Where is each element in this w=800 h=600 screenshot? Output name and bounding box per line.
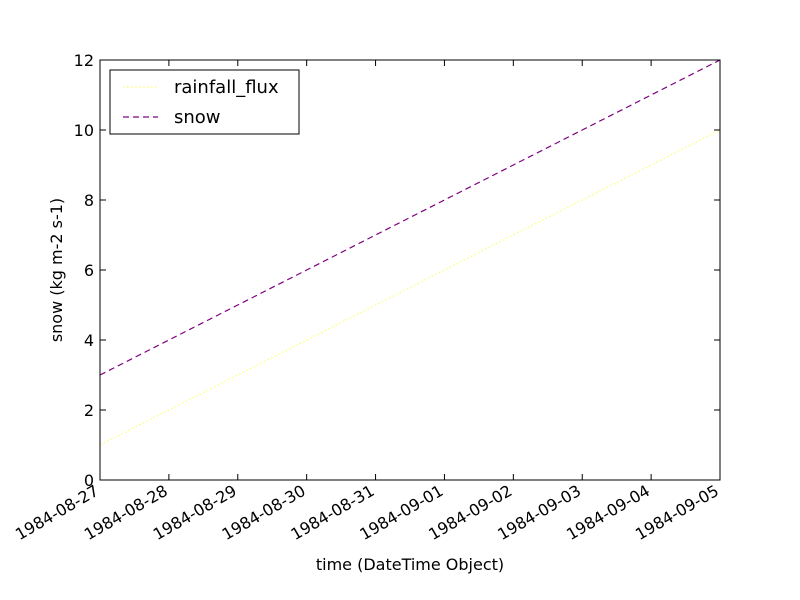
- x-axis-label: time (DateTime Object): [316, 555, 504, 574]
- y-tick-label: 2: [84, 401, 94, 420]
- legend-frame: [109, 69, 300, 135]
- series-layer: [99, 59, 721, 446]
- y-tick-label: 6: [84, 261, 94, 280]
- legend-label-rainfall_flux: rainfall_flux: [174, 77, 279, 98]
- y-tick-label: 0: [84, 471, 94, 490]
- y-axis-label: snow (kg m-2 s-1): [47, 198, 66, 342]
- series-line-snow: [99, 59, 721, 376]
- y-tick-label: 10: [74, 121, 94, 140]
- y-tick-label: 12: [74, 51, 94, 70]
- legend-label-snow: snow: [174, 107, 221, 128]
- y-tick-label: 8: [84, 191, 94, 210]
- y-tick-label: 4: [84, 331, 94, 350]
